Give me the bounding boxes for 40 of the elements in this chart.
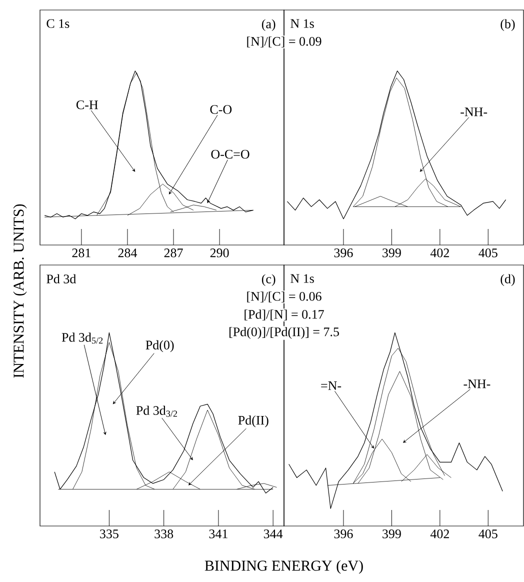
x-tick-label: 341 [209,530,228,538]
annotation: -NH- [464,380,490,388]
annotation: Pd 3d$_{5/2}$ [62,332,103,344]
x-tick-label: 405 [478,248,498,258]
x-tick-label: 399 [382,248,401,258]
x-tick-label: 344 [264,530,283,538]
x-tick-label: 396 [334,248,353,258]
x-tick-label: 405 [478,530,498,538]
x-tick-label: 338 [154,530,174,538]
x-tick-label: 402 [430,530,449,538]
x-tick-label: 284 [118,248,138,258]
x-tick-label: 396 [334,530,353,538]
annotation: C-O [210,105,232,114]
x-axis-title: BINDING ENERGY (eV) [204,560,363,574]
x-tick-label: 399 [382,530,401,538]
chart-title: Pd 3d [46,274,76,284]
y-axis-title: INTENSITY (ARB. UNITS) [13,204,27,378]
chart-subtitle: (b) [500,19,515,31]
annotation: [Pd(0)]/[Pd(II)] = 7.5 [230,327,339,339]
annotation: Pd(0) [146,340,174,352]
annotation: Pd 3d$_{3/2}$ [136,406,178,417]
x-tick-label: 335 [100,530,118,538]
text: [Pd]/[N] = 0.17 [244,310,324,320]
annotation: =N- [321,381,342,390]
chart-title: N 1s [290,19,314,28]
chart-subtitle: (d) [500,274,515,286]
chart-title: N 1s [290,274,314,283]
annotation: -NH- [460,108,488,116]
text: [N]/[C] = 0.06 [247,292,322,302]
chart-subtitle: (a) [262,19,276,31]
annotation: O-C=O [211,150,250,159]
x-tick-label: 402 [430,248,449,258]
chart-subtitle: (c) [262,274,276,286]
chart-title: C 1s [46,19,70,28]
x-tick-label: 281 [72,248,90,258]
annotation: C-H [76,100,98,110]
x-tick-label: 287 [164,248,183,258]
x-tick-label: 290 [210,248,229,258]
annotation: Pd(II) [238,416,268,428]
text: [N]/[C] = 0.09 [247,36,322,48]
